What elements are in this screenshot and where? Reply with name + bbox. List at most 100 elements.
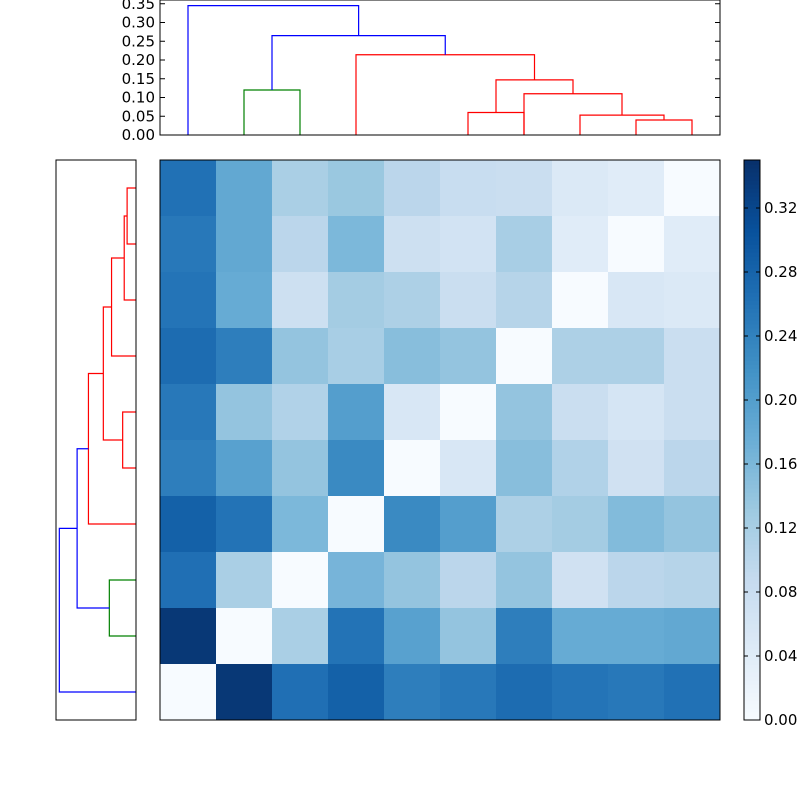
heatmap-cell <box>216 160 273 217</box>
left-dendrogram-link <box>58 527 136 693</box>
colorbar-segment <box>744 680 760 685</box>
colorbar-segment <box>744 360 760 365</box>
heatmap-cell <box>384 384 441 441</box>
colorbar-segment <box>744 356 760 361</box>
colorbar-segment <box>744 684 760 689</box>
heatmap-cell <box>216 328 273 385</box>
colorbar-segment <box>744 432 760 437</box>
colorbar-segment <box>744 576 760 581</box>
heatmap-cell <box>440 440 497 497</box>
colorbar-segment <box>744 220 760 225</box>
heatmap-cell <box>440 216 497 273</box>
colorbar-segment <box>744 204 760 209</box>
heatmap-cell <box>272 496 329 553</box>
heatmap-cell <box>328 608 385 665</box>
top-dendrogram-link <box>523 93 623 135</box>
colorbar-tick-label: 0.16 <box>764 455 797 473</box>
colorbar-segment <box>744 524 760 529</box>
colorbar-segment <box>744 620 760 625</box>
heatmap-cell <box>328 160 385 217</box>
colorbar-segment <box>744 532 760 537</box>
heatmap-cell <box>384 272 441 329</box>
colorbar-segment <box>744 224 760 229</box>
left-dendrogram-frame <box>55 159 137 721</box>
heatmap-cell <box>608 328 665 385</box>
top-dendrogram-link <box>355 54 536 135</box>
heatmap-cell <box>160 440 217 497</box>
heatmap-cell <box>664 496 721 553</box>
colorbar-segment <box>744 176 760 181</box>
colorbar-segment <box>744 468 760 473</box>
heatmap-cell <box>160 272 217 329</box>
heatmap-cell <box>272 216 329 273</box>
colorbar-segment <box>744 476 760 481</box>
heatmap-cell <box>272 384 329 441</box>
colorbar-segment <box>744 656 760 661</box>
top-dendrogram-link <box>271 35 446 90</box>
top-dendrogram-tick-label: 0.20 <box>122 51 155 69</box>
colorbar-segment <box>744 536 760 541</box>
colorbar-segment <box>744 300 760 305</box>
colorbar-segment <box>744 708 760 713</box>
colorbar-segment <box>744 316 760 321</box>
heatmap-cell <box>216 272 273 329</box>
colorbar-segment <box>744 340 760 345</box>
heatmap-cell <box>608 272 665 329</box>
heatmap-cell <box>272 160 329 217</box>
colorbar-tick-label: 0.28 <box>764 263 797 281</box>
heatmap-cell <box>440 160 497 217</box>
heatmap-cell <box>552 608 609 665</box>
heatmap-cell <box>328 664 385 721</box>
colorbar-segment <box>744 272 760 277</box>
heatmap-cell <box>664 384 721 441</box>
colorbar-segment <box>744 276 760 281</box>
colorbar-segment <box>744 484 760 489</box>
heatmap-cell <box>664 328 721 385</box>
colorbar-segment <box>744 160 760 165</box>
colorbar-segment <box>744 172 760 177</box>
heatmap-cell <box>272 608 329 665</box>
heatmap-cell <box>160 608 217 665</box>
colorbar-segment <box>744 700 760 705</box>
heatmap-cell <box>496 664 553 721</box>
colorbar-segment <box>744 564 760 569</box>
colorbar-segment <box>744 364 760 369</box>
colorbar-tick-label: 0.20 <box>764 391 797 409</box>
colorbar-segment <box>744 412 760 417</box>
heatmap-cell <box>216 440 273 497</box>
colorbar-segment <box>744 628 760 633</box>
colorbar-segment <box>744 404 760 409</box>
heatmap-cell <box>216 216 273 273</box>
heatmap-cell <box>384 552 441 609</box>
heatmap-cell <box>608 384 665 441</box>
heatmap-cell <box>552 664 609 721</box>
colorbar-segment <box>744 400 760 405</box>
colorbar-segment <box>744 424 760 429</box>
colorbar-tick-label: 0.32 <box>764 199 797 217</box>
colorbar-segment <box>744 376 760 381</box>
heatmap-cell <box>216 608 273 665</box>
colorbar-segment <box>744 164 760 169</box>
colorbar-segment <box>744 444 760 449</box>
top-dendrogram <box>187 5 693 135</box>
top-dendrogram-link <box>243 89 301 135</box>
colorbar-tick-label: 0.00 <box>764 711 797 729</box>
top-dendrogram-link <box>635 119 693 135</box>
colorbar <box>744 160 760 721</box>
left-dendrogram-link <box>110 257 136 357</box>
top-dendrogram-link <box>467 111 525 135</box>
heatmap-cell <box>216 384 273 441</box>
heatmap-cell <box>216 552 273 609</box>
heatmap-cells <box>160 160 721 721</box>
heatmap-cell <box>496 216 553 273</box>
heatmap-cell <box>160 160 217 217</box>
heatmap-cell <box>384 608 441 665</box>
heatmap-cell <box>440 608 497 665</box>
colorbar-segment <box>744 216 760 221</box>
colorbar-segment <box>744 332 760 337</box>
top-dendrogram-tick-label: 0.30 <box>122 14 155 32</box>
colorbar-segment <box>744 268 760 273</box>
colorbar-segment <box>744 336 760 341</box>
heatmap-cell <box>552 440 609 497</box>
